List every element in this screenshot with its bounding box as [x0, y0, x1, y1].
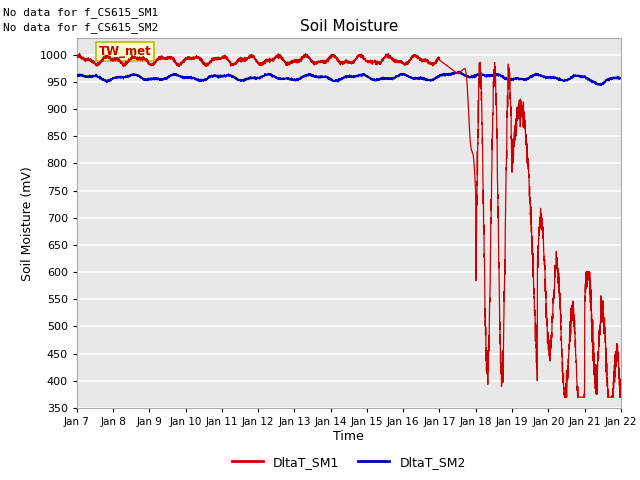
Title: Soil Moisture: Soil Moisture — [300, 20, 398, 35]
Text: TW_met: TW_met — [99, 45, 151, 58]
Y-axis label: Soil Moisture (mV): Soil Moisture (mV) — [21, 166, 34, 281]
Legend: DltaT_SM1, DltaT_SM2: DltaT_SM1, DltaT_SM2 — [227, 451, 471, 474]
Text: No data for f_CS615_SM1: No data for f_CS615_SM1 — [3, 7, 159, 18]
Text: No data for f_CS615_SM2: No data for f_CS615_SM2 — [3, 22, 159, 33]
X-axis label: Time: Time — [333, 430, 364, 443]
